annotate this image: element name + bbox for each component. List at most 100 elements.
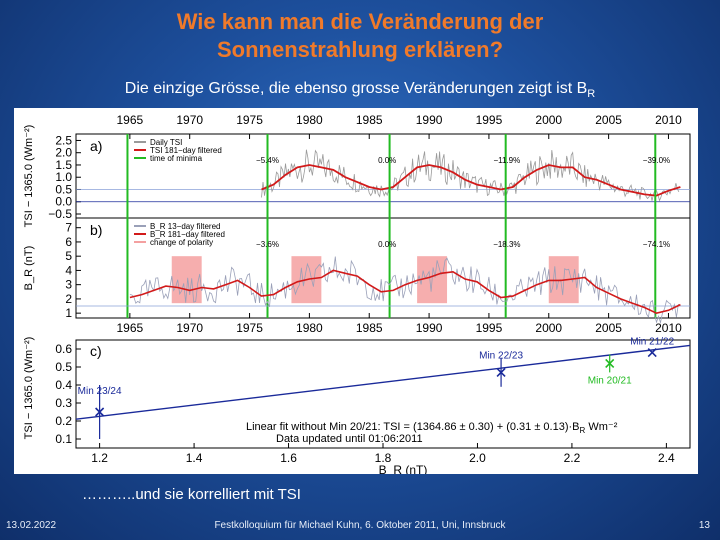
year-tick-label-top: 2010 [655,113,682,127]
panel-c-ytick-label: 0.5 [55,360,72,374]
panel-b-ytick-label: 2 [65,292,72,306]
footer-date: 13.02.2022 [6,520,57,531]
year-tick-label-mid: 1985 [356,321,383,335]
panel-a-ytick-label: 2.5 [55,133,72,147]
panel-a-annotation: 0.0% [378,156,396,165]
fit-equation-main: Linear fit without Min 20/21: TSI = (136… [246,421,580,433]
data-point-marker [647,348,657,358]
polarity-change-box [171,256,202,304]
year-tick-label-mid: 1995 [476,321,503,335]
panel-b-ytick-label: 4 [65,263,72,277]
year-tick-label-mid: 2000 [535,321,562,335]
data-point-label: Min 21/22 [630,337,674,348]
panel-a-ytick-label: 2.0 [55,146,72,160]
panel-a-legend-label: Daily TSI [150,138,182,147]
panel-c-ytick-label: 0.2 [55,414,72,428]
panel-a-ytick-label: −0.5 [48,207,72,221]
panel-b-br-filtered [129,269,681,315]
subtitle-text: Die einzige Grösse, die ebenso grosse Ve… [124,80,588,97]
fit-equation-unit: Wm⁻² [585,421,617,433]
year-tick-label-top: 1985 [356,113,383,127]
data-updated-note: Data updated until 01:06:2011 [276,433,423,445]
panel-a-annotation: −11.9% [493,156,520,165]
panel-c-ylabel: TSI − 1365.0 (Wm⁻²) [23,337,35,440]
data-point-label: Min 22/23 [479,350,523,361]
panel-c-xtick-label: 1.2 [91,451,108,465]
panel-c-xtick-label: 1.8 [375,451,392,465]
panel-a-ylabel: TSI − 1365.0 (Wm⁻²) [23,125,35,228]
data-point-marker [605,358,615,368]
year-tick-label-top: 1995 [476,113,503,127]
panel-a-ytick-label: 1.5 [55,158,72,172]
panel-a-label: a) [90,138,102,154]
fit-line [75,344,691,420]
panel-ab-frame [75,133,691,319]
panel-b-annotation: −74.1% [643,240,670,249]
panel-c-xtick-label: 1.4 [186,451,203,465]
panel-b-ytick-label: 1 [65,306,72,320]
panel-c-xtick-label: 2.4 [658,451,675,465]
year-tick-label-top: 1990 [416,113,443,127]
panel-b-ytick-label: 5 [65,249,72,263]
panel-c-xtick-label: 2.2 [564,451,581,465]
slide-title: Wie kann man die Veränderung der Sonnens… [0,8,720,64]
panel-c-ytick-label: 0.1 [55,432,72,446]
panel-c-ytick-label: 0.6 [55,342,72,356]
figure-svg: 1965 1970 1975 1980 1985 1990 1995 2000 2005 2010… [23,113,691,474]
panel-c-xlabel: B_R (nT) [379,463,428,474]
panel-c-xtick-label: 1.6 [280,451,297,465]
year-tick-label-mid: 1965 [117,321,144,335]
title-line-2: Sonnenstrahlung erklären? [216,37,504,62]
panel-a-legend-label: TSI 181−day filtered [150,146,222,155]
figure-panel: 1965 1970 1975 1980 1985 1990 1995 2000 2005 2010… [14,108,698,474]
fit-equation: Linear fit without Min 20/21: TSI = (136… [246,421,618,435]
panel-c-ytick-label: 0.3 [55,396,72,410]
data-point-marker [496,367,506,377]
year-tick-label-mid: 1975 [236,321,263,335]
panel-a-legend-label: time of minima [150,154,203,163]
year-tick-label-mid: 2010 [655,321,682,335]
panel-b-legend-label: B_R 181−day filtered [150,230,225,239]
panel-a-ytick-label: 0.5 [55,182,72,196]
panel-b-ytick-label: 6 [65,235,72,249]
year-tick-label-top: 1970 [176,113,203,127]
slide-subtitle: Die einzige Grösse, die ebenso grosse Ve… [0,80,720,100]
panel-a-annotation: −5.4% [256,156,279,165]
fit-equation-sub: R [580,426,586,435]
footer-event: Festkolloquium für Michael Kuhn, 6. Okto… [214,520,506,531]
panel-b-legend-label: B_R 13−day filtered [150,222,221,231]
year-tick-label-mid: 1980 [296,321,323,335]
panel-b-label: b) [90,222,102,238]
panel-b-annotation: 0.0% [378,240,396,249]
year-tick-label-mid: 1970 [176,321,203,335]
data-point-label: Min 20/21 [588,375,632,386]
panel-c-xtick-label: 2.0 [469,451,486,465]
footer-page-number: 13 [698,520,710,531]
panel-b-annotation: −3.6% [256,240,279,249]
panel-b-ytick-label: 3 [65,278,72,292]
panel-a-annotation: −39.0% [643,156,670,165]
title-line-1: Wie kann man die Veränderung der [176,9,544,34]
year-tick-label-top: 2005 [595,113,622,127]
data-point-marker [95,407,105,417]
panel-a-tsi-filtered [261,164,681,197]
panel-a-ytick-label: 1.0 [55,170,72,184]
panel-b-annotation: −18.3% [493,240,520,249]
year-tick-label-mid: 2005 [595,321,622,335]
year-tick-label-mid: 1990 [416,321,443,335]
panel-c-label: c) [90,343,102,359]
subtitle-subscript: R [587,88,596,101]
year-tick-label-top: 1965 [117,113,144,127]
panel-b-br-13day [129,256,679,325]
year-tick-label-top: 1980 [296,113,323,127]
panel-c-ytick-label: 0.4 [55,378,72,392]
caption: ………..und sie korrelliert mit TSI [82,486,301,503]
year-tick-label-top: 2000 [535,113,562,127]
panel-b-ytick-label: 7 [65,221,72,235]
data-point-label: Min 23/24 [78,386,122,397]
panel-b-legend-label: change of polarity [150,238,213,247]
panel-a-ytick-label: 0.0 [55,195,72,209]
year-tick-label-top: 1975 [236,113,263,127]
panel-a-daily-tsi [261,149,680,202]
panel-b-ylabel: B_R (nT) [23,246,35,291]
